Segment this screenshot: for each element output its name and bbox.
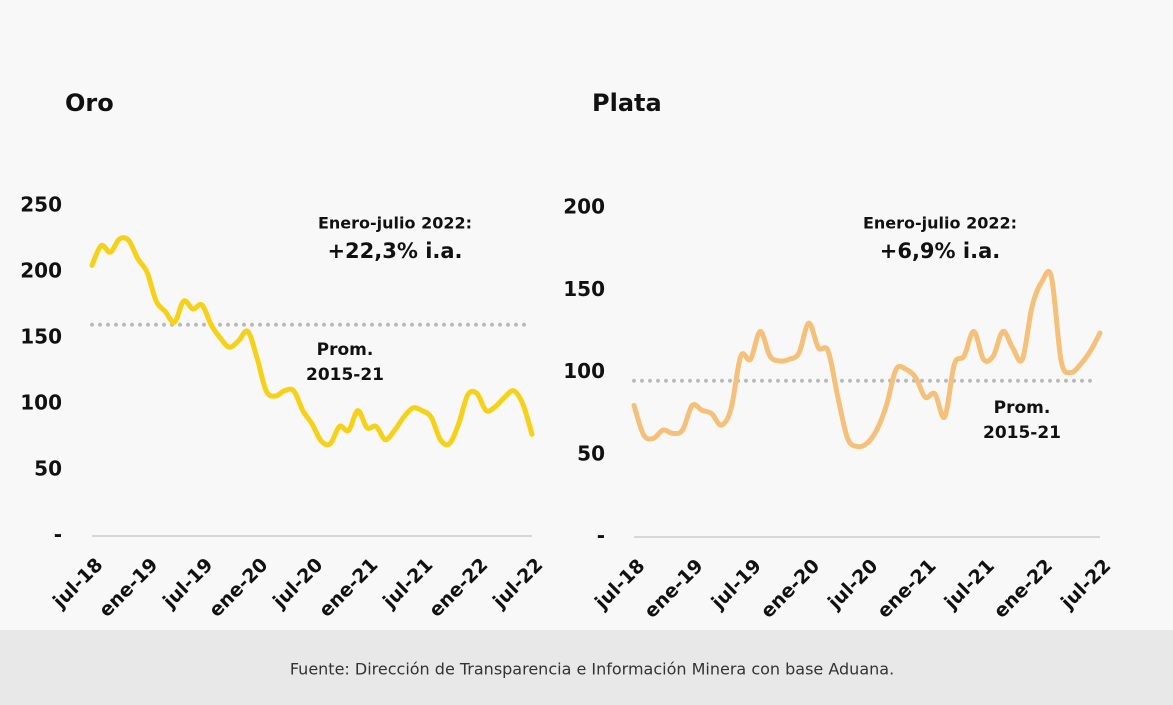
y-tick-label: - [54, 523, 62, 547]
y-tick-label: 200 [20, 259, 62, 283]
background [0, 0, 1173, 630]
y-tick-label: 100 [563, 359, 605, 383]
y-tick-label: 150 [20, 325, 62, 349]
footer-band [0, 630, 1173, 705]
chart-title: Oro [65, 89, 114, 117]
annotation: Enero-julio 2022: [863, 214, 1017, 233]
reference-label: 2015-21 [306, 365, 384, 385]
reference-label: Prom. [994, 398, 1051, 418]
chart-title: Plata [592, 89, 662, 117]
line [631, 269, 1103, 450]
y-tick-label: - [597, 524, 605, 548]
y-tick-label: 50 [577, 441, 605, 465]
y-tick-label: 150 [563, 277, 605, 301]
y-tick-label: 50 [34, 457, 62, 481]
y-tick-label: 100 [20, 391, 62, 415]
reference-label: Prom. [317, 340, 374, 360]
y-tick-label: 200 [563, 195, 605, 219]
reference-label: 2015-21 [983, 423, 1061, 443]
annotation: +22,3% i.a. [327, 239, 462, 263]
line [89, 235, 535, 448]
footer: Fuente: Dirección de Transparencia e Inf… [290, 660, 894, 679]
y-tick-label: 250 [20, 193, 62, 217]
annotation: +6,9% i.a. [880, 239, 1000, 263]
annotation: Enero-julio 2022: [318, 214, 472, 233]
